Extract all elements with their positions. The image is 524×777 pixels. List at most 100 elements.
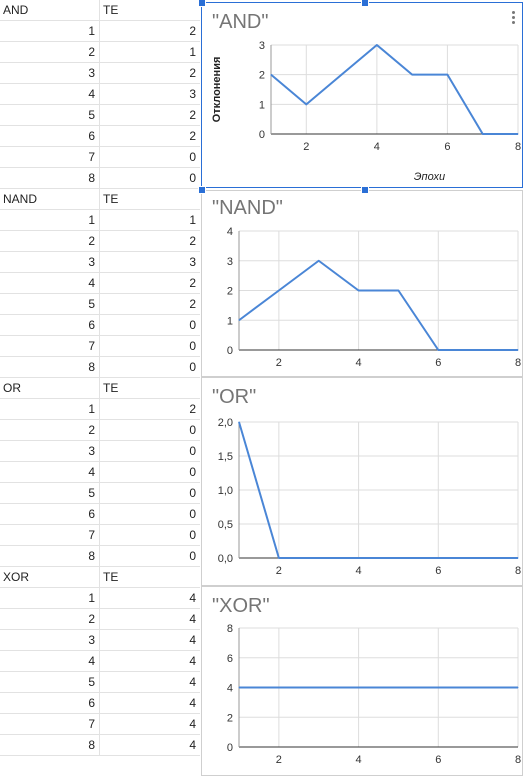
value-cell[interactable]: 3 [189,87,196,101]
epoch-cell[interactable]: 3 [0,630,100,650]
epoch-cell[interactable]: 8 [0,168,100,188]
value-cell[interactable]: 1 [189,45,196,59]
value-cell[interactable]: 4 [189,738,196,752]
value-cell[interactable]: 2 [189,276,196,290]
value-cell[interactable]: 4 [189,717,196,731]
value-cell[interactable]: 4 [189,654,196,668]
resize-handle[interactable] [361,0,369,7]
value-cell[interactable]: 4 [189,675,196,689]
value-cell[interactable]: 0 [189,465,196,479]
value-cell[interactable]: 4 [189,612,196,626]
value-cell[interactable]: 4 [189,591,196,605]
value-cell[interactable]: 0 [189,507,196,521]
table-name-cell[interactable]: OR [0,378,100,398]
epoch-cell[interactable]: 8 [0,735,100,755]
value-cell[interactable]: 2 [189,402,196,416]
epoch-cell[interactable]: 2 [0,420,100,440]
value-cell[interactable]: 3 [189,255,196,269]
value-cell[interactable]: 0 [189,444,196,458]
epoch-cell[interactable]: 4 [0,84,100,104]
value-cell[interactable]: 1 [189,213,196,227]
value-cell[interactable]: 0 [189,318,196,332]
value-cell[interactable]: 0 [189,360,196,374]
spreadsheet-grid[interactable]: AND TE 1 2 2 1 3 2 4 3 5 2 6 2 7 0 8 0 NAND TE 1 1 2 2 3 3 4 2 5 2 6 0 7… [0,0,200,776]
epoch-cell[interactable]: 6 [0,126,100,146]
chart-4[interactable]: 0 2 4 6 8 2 4 6 8 "XOR" [201,586,523,776]
epoch-cell[interactable]: 7 [0,714,100,734]
column-header-cell[interactable]: TE [103,3,119,17]
epoch-cell[interactable]: 3 [0,63,100,83]
epoch-cell[interactable]: 3 [0,252,100,272]
chart-1[interactable]: 0 1 2 3 2 4 6 8 Эпохи Отклонения "AND" [201,2,523,188]
value-cell[interactable]: 0 [189,549,196,563]
chart-2[interactable]: 0 1 2 3 4 2 4 6 8 "NAND" [201,190,523,377]
resize-handle[interactable] [361,186,369,194]
epoch-cell[interactable]: 5 [0,294,100,314]
value-cell[interactable]: 2 [189,66,196,80]
value-cell[interactable]: 0 [189,339,196,353]
epoch-cell[interactable]: 2 [0,42,100,62]
epoch-cell[interactable]: 5 [0,483,100,503]
value-cell[interactable]: 4 [189,696,196,710]
table-name-cell[interactable]: AND [0,0,100,20]
epoch-cell[interactable]: 8 [0,357,100,377]
table-name-cell[interactable]: NAND [0,189,100,209]
value-cell[interactable]: 0 [189,486,196,500]
column-header-cell[interactable]: TE [103,192,119,206]
epoch-cell[interactable]: 7 [0,147,100,167]
table-name-cell[interactable]: XOR [0,567,100,587]
epoch-cell[interactable]: 4 [0,273,100,293]
value-cell[interactable]: 2 [189,297,196,311]
epoch-cell[interactable]: 6 [0,315,100,335]
epoch-cell[interactable]: 4 [0,651,100,671]
resize-handle[interactable] [198,0,206,7]
epoch-cell[interactable]: 1 [0,210,100,230]
epoch-cell[interactable]: 4 [0,462,100,482]
value-cell[interactable]: 2 [189,108,196,122]
epoch-cell[interactable]: 5 [0,105,100,125]
column-header-cell[interactable]: TE [103,381,119,395]
epoch-cell[interactable]: 6 [0,693,100,713]
epoch-cell[interactable]: 3 [0,441,100,461]
epoch-cell[interactable]: 1 [0,588,100,608]
chart-3[interactable]: 0,0 0,5 1,0 1,5 2,0 2 4 6 8 "OR" [201,377,523,586]
header-row[interactable]: AND TE [0,0,200,21]
value-cell[interactable]: 0 [189,423,196,437]
value-cell[interactable]: 0 [189,171,196,185]
value-cell[interactable]: 2 [189,24,196,38]
column-header-cell[interactable]: TE [103,570,119,584]
resize-handle[interactable] [198,186,206,194]
value-cell[interactable]: 0 [189,528,196,542]
value-cell[interactable]: 2 [189,129,196,143]
header-row[interactable]: NAND TE [0,189,200,210]
epoch-cell[interactable]: 2 [0,231,100,251]
epoch-cell[interactable]: 1 [0,21,100,41]
